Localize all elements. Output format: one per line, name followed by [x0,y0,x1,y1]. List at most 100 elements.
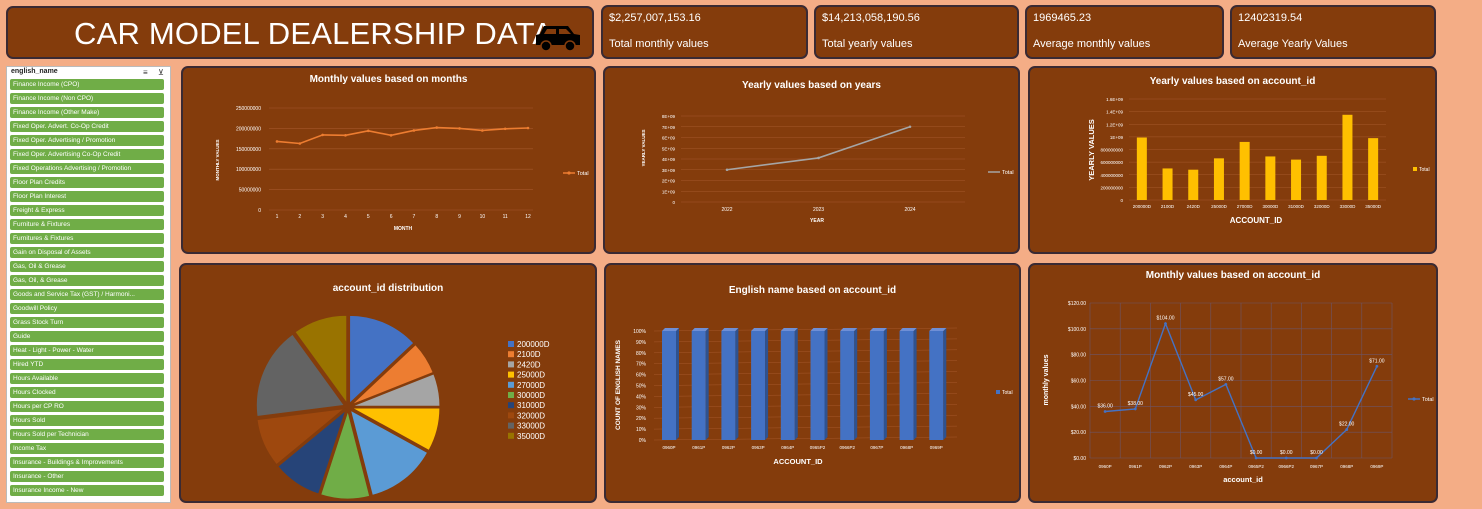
english-name-bar-chart: 0% 10% 20% 30% 40% 50% 60% 70% 80% 90% 100% 0960P 09… [615,327,1013,466]
slicer-item[interactable]: Hours Available [10,373,164,384]
data-label: $0.00 [1280,450,1293,456]
data-label: $38.00 [1128,401,1144,407]
monthly-account-chart-panel: Monthly values based on account_id $0.00… [1028,263,1438,503]
slicer-item[interactable]: Grass Stock Turn [10,317,164,328]
data-point [481,129,484,132]
x-tick-label: 10 [480,214,486,220]
bar-side [824,328,828,440]
x-tick-label: 0964P [781,445,794,450]
slicer-item[interactable]: Finance Income (CPO) [10,79,164,90]
x-tick-label: 7 [413,214,416,220]
kpi-label: Total yearly values [822,38,913,50]
slicer-item[interactable]: Insurance - Other [10,471,164,482]
x-tick-label: 27000D [1237,204,1254,209]
x-tick-label: 2420D [1187,204,1201,209]
legend-label: Total [577,171,589,177]
slicer-item[interactable]: Finance Income (Non CPO) [10,93,164,104]
slicer-item[interactable]: Furnitures & Fixtures [10,233,164,244]
bar-top [810,328,828,331]
data-label: $0.00 [1250,450,1263,456]
slicer-item[interactable]: Hours Sold per Technician [10,429,164,440]
slicer-item[interactable]: Furniture & Fixtures [10,219,164,230]
multi-select-icon[interactable]: ≡ [143,68,148,77]
data-point [1315,456,1318,460]
slicer-item[interactable]: Gas, Oil, & Grease [10,275,164,286]
slicer-item[interactable]: Insurance - Buildings & Improvements [10,457,164,468]
data-point [366,129,370,133]
slicer-item[interactable]: Income Tax [10,443,164,454]
bar [1342,114,1353,200]
y-tick-label: 1.2E+09 [1106,122,1123,127]
legend-label: 27000D [517,381,545,390]
data-point [1103,410,1107,413]
y-tick-label: 1E+09 [662,189,676,194]
bar [1239,141,1250,200]
x-tick-label: 9 [458,214,461,220]
legend-marker [567,171,571,175]
x-tick-label: 0961P [692,445,705,450]
monthly-values-line-chart: 0 50000000 100000000 150000000 200000000 2500… [215,106,589,232]
chart-title: Yearly values based on account_id [1149,76,1316,87]
y-tick-label: 90% [636,340,647,346]
slicer-item[interactable]: Floor Plan Interest [10,191,164,202]
slicer-item[interactable]: Heat - Light - Power - Water [10,345,164,356]
slicer-item[interactable]: Fixed Operations Advertising / Promotion [10,163,164,174]
slicer-item[interactable]: Floor Plan Credits [10,177,164,188]
bar-side [913,328,917,440]
yearly-values-line-chart: 0 1E+09 2E+09 3E+09 4E+09 5E+09 6E+09 7E+09 8E+0… [641,114,1014,224]
kpi-label: Total monthly values [609,38,709,50]
y-tick-label: $0.00 [1073,456,1086,462]
slicer-item[interactable]: Insurance Income - New [10,485,164,496]
y-tick-label: $80.00 [1071,353,1087,359]
data-point [1375,364,1379,368]
slicer-item-list: Finance Income (CPO) Finance Income (Non … [10,79,164,499]
clear-filter-icon[interactable]: ⊻ [158,68,164,77]
english-name-slicer[interactable]: english_name ≡ ⊻ Finance Income (CPO) Fin… [6,66,171,503]
bar [1291,159,1302,200]
x-tick-label: 25000D [1211,204,1228,209]
x-tick-label: 31000D [1288,204,1305,209]
pie-slice [256,407,346,466]
kpi-card-total-monthly: $2,257,007,153.16 Total monthly values [601,5,808,59]
slicer-item[interactable]: Goods and Service Tax (GST) / Harmoni... [10,289,164,300]
x-tick-label: 2100D [1161,204,1175,209]
slicer-item[interactable]: Fixed Oper. Advertising / Promotion [10,135,164,146]
y-tick-label: 0 [1120,198,1123,203]
bar [929,331,944,440]
slicer-item[interactable]: Guide [10,331,164,342]
slicer-item[interactable]: Hours Clocked [10,387,164,398]
x-tick-label: 0965P2 [1248,464,1264,469]
slicer-item[interactable]: Gain on Disposal of Assets [10,247,164,258]
slicer-item[interactable]: Hours per CP RO [10,401,164,412]
y-tick-label: $20.00 [1071,430,1087,436]
x-tick-label: 8 [435,214,438,220]
english-name-chart-panel: English name based on account_id 0% 10% 20… [604,263,1021,503]
slicer-item[interactable]: Hours Sold [10,415,164,426]
y-tick-label: $60.00 [1071,379,1087,385]
bar-side [705,328,709,440]
x-tick-label: 11 [503,214,508,220]
x-tick-label: 0963P [1189,464,1202,469]
x-tick-label: 0966P2 [839,445,855,450]
data-point [908,125,912,129]
bar [751,331,766,440]
x-tick-label: 2023 [813,207,824,213]
kpi-value: 1969465.23 [1033,12,1092,24]
slicer-item[interactable]: Freight & Express [10,205,164,216]
y-tick-label: 1.6E+09 [1106,97,1123,102]
data-label: $45.00 [1188,392,1204,398]
y-tick-label: 100% [633,329,646,335]
slicer-item[interactable]: Fixed Oper. Advertising Co-Op Credit [10,149,164,160]
slicer-item[interactable]: Gas, Oil & Grease [10,261,164,272]
legend-label: 33000D [517,422,545,431]
pie-slice [349,409,429,497]
bar-top [780,328,798,331]
bar [1213,158,1224,200]
slicer-item[interactable]: Finance Income (Other Make) [10,107,164,118]
pie-slice [351,373,441,407]
slicer-item[interactable]: Goodwill Policy [10,303,164,314]
legend-label: Total [1002,390,1013,396]
slicer-item[interactable]: Fixed Oper. Advert. Co-Op Credit [10,121,164,132]
slicer-item[interactable]: Hired YTD [10,359,164,370]
legend-swatch [508,432,514,439]
